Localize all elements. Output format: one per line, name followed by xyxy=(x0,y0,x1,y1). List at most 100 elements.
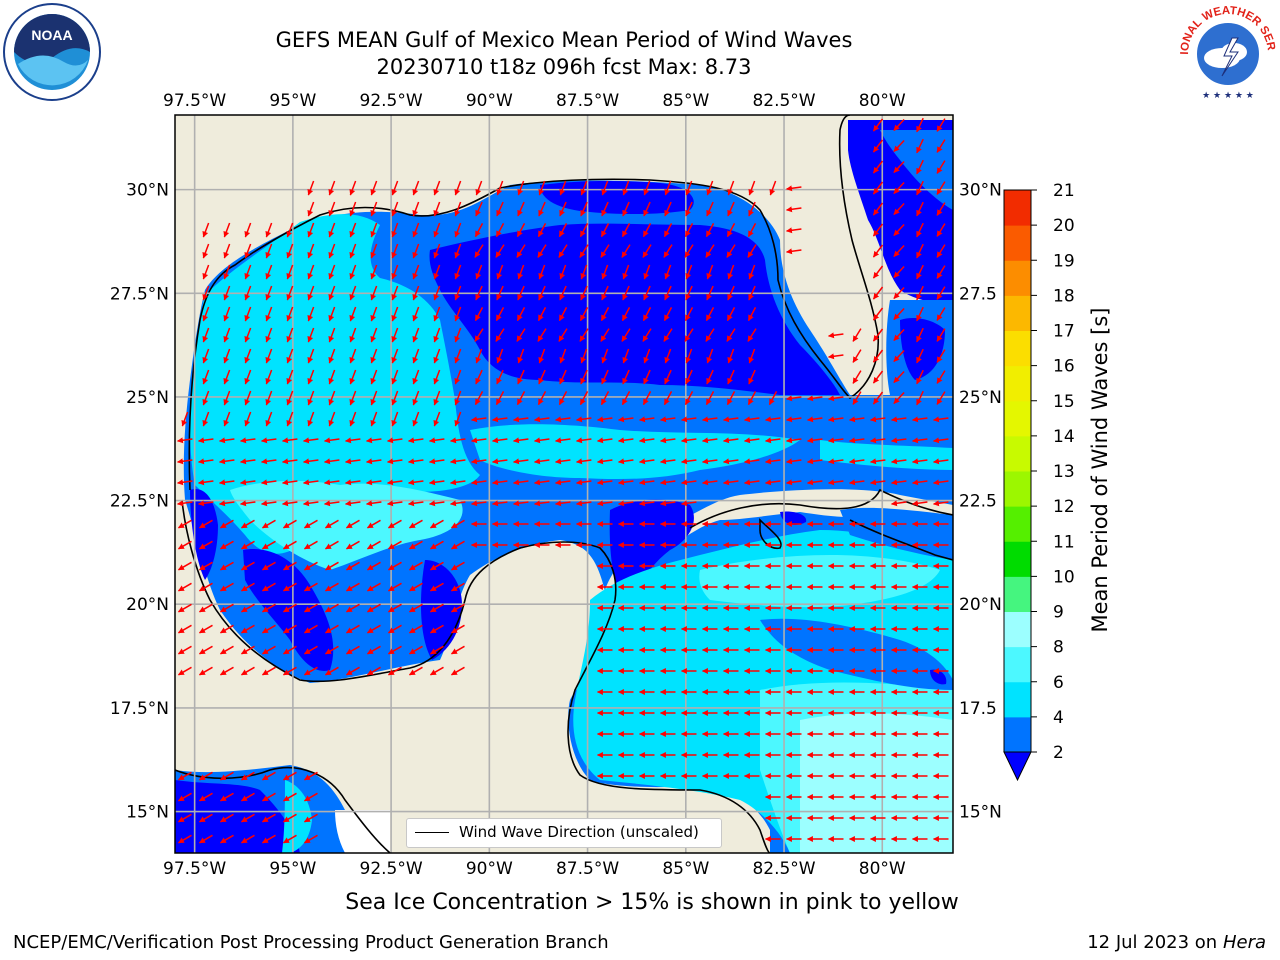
wave-direction-arrow xyxy=(324,603,339,613)
wave-direction-arrow xyxy=(559,369,567,385)
wave-direction-arrow xyxy=(433,243,441,259)
gridlines xyxy=(175,115,953,853)
wave-direction-arrow xyxy=(261,479,277,486)
wave-direction-arrow xyxy=(936,139,946,153)
wave-direction-arrow xyxy=(408,645,423,655)
colorbar-tick-label: 8 xyxy=(1053,638,1064,658)
lat-tick-label: 22.5°N xyxy=(110,492,169,512)
wave-direction-arrow xyxy=(639,500,655,507)
colorbar-tick-label: 4 xyxy=(1053,708,1064,728)
wave-direction-arrow xyxy=(893,160,905,174)
wave-direction-arrow xyxy=(303,624,318,634)
wave-direction-arrow xyxy=(219,813,234,823)
wave-direction-arrow xyxy=(366,500,382,507)
wave-direction-arrow xyxy=(303,479,319,486)
wave-direction-arrow xyxy=(936,391,946,405)
wave-direction-arrow xyxy=(324,645,339,655)
wave-direction-arrow xyxy=(370,390,378,406)
wave-direction-arrow xyxy=(286,264,294,280)
wave-direction-arrow xyxy=(387,540,402,550)
wave-direction-arrow xyxy=(349,369,357,385)
wave-direction-arrow xyxy=(537,307,547,322)
wave-direction-arrow xyxy=(219,792,234,802)
colorbar-segment xyxy=(1004,716,1031,753)
wave-direction-arrow xyxy=(786,458,802,465)
wave-direction-arrow xyxy=(600,307,610,322)
wave-direction-arrow xyxy=(429,603,444,613)
wave-direction-arrow xyxy=(454,348,462,364)
wave-direction-arrow xyxy=(600,328,610,342)
wave-direction-arrow xyxy=(181,411,189,427)
wave-direction-arrow xyxy=(328,390,336,406)
wave-direction-arrow xyxy=(807,458,823,465)
wave-direction-arrow xyxy=(807,416,823,423)
wave-direction-arrow xyxy=(240,771,255,781)
wave-direction-arrow xyxy=(433,180,441,196)
wave-direction-arrow xyxy=(471,500,487,507)
colorbar-segment xyxy=(1004,541,1031,577)
wave-direction-arrow xyxy=(408,561,423,571)
wave-direction-arrow xyxy=(391,243,399,259)
wave-direction-arrow xyxy=(345,458,361,465)
wave-direction-arrow xyxy=(517,348,525,364)
wave-direction-arrow xyxy=(622,348,630,364)
wave-direction-arrow xyxy=(537,244,547,258)
wave-direction-arrow xyxy=(391,411,399,427)
legend-line-swatch xyxy=(415,832,449,833)
wave-direction-arrow xyxy=(303,771,318,781)
wave-direction-arrow xyxy=(244,327,252,343)
wave-direction-arrow xyxy=(349,222,357,238)
wave-direction-arrow xyxy=(893,181,905,195)
wave-direction-arrow xyxy=(265,327,273,343)
wave-direction-arrow xyxy=(286,222,294,238)
wave-direction-arrow xyxy=(219,458,235,465)
wave-direction-arrow xyxy=(828,479,844,486)
wave-direction-arrow xyxy=(872,391,884,405)
wave-direction-arrow xyxy=(303,645,318,655)
wave-direction-arrow xyxy=(177,624,192,634)
wave-direction-arrow xyxy=(639,458,655,465)
wave-direction-arrow xyxy=(685,201,693,217)
wave-direction-arrow xyxy=(706,180,714,196)
wave-direction-arrow xyxy=(872,181,884,195)
wave-direction-arrow xyxy=(303,540,318,550)
lat-tick-label: 15°N xyxy=(959,803,1002,823)
wave-direction-arrow xyxy=(412,327,420,343)
colorbar-extend xyxy=(1003,751,1032,782)
wave-direction-arrow xyxy=(933,479,949,486)
wave-direction-arrow xyxy=(450,479,466,486)
wave-direction-arrow xyxy=(765,416,781,423)
wave-direction-arrow xyxy=(475,264,483,280)
wave-direction-arrow xyxy=(198,458,214,465)
wave-direction-arrow xyxy=(454,390,462,406)
wave-direction-arrow xyxy=(286,306,294,322)
wave-direction-arrow xyxy=(726,391,736,406)
wave-direction-arrow xyxy=(474,328,484,342)
wave-direction-arrow xyxy=(265,306,273,322)
wave-direction-arrow xyxy=(495,328,505,342)
wave-direction-arrow xyxy=(748,348,756,364)
wave-direction-arrow xyxy=(517,201,525,217)
wave-direction-arrow xyxy=(916,180,924,196)
wave-direction-arrow xyxy=(370,411,378,427)
wave-direction-arrow xyxy=(303,792,318,802)
lon-tick-label: 97.5°W xyxy=(163,91,226,111)
wave-direction-arrow xyxy=(307,390,315,406)
wave-direction-arrow xyxy=(429,540,444,550)
wave-direction-arrow xyxy=(912,500,928,507)
wave-direction-arrow xyxy=(579,328,589,342)
wave-direction-arrow xyxy=(684,307,694,322)
wave-direction-arrow xyxy=(177,458,193,465)
wave-direction-arrow xyxy=(828,395,844,402)
wave-direction-arrow xyxy=(328,411,336,427)
wave-direction-arrow xyxy=(223,264,231,280)
wave-direction-arrow xyxy=(916,306,924,322)
wave-direction-arrow xyxy=(240,624,255,634)
colorbar-segment xyxy=(1004,400,1031,437)
wave-direction-arrow xyxy=(433,264,441,280)
wave-direction-arrow xyxy=(702,458,718,465)
wave-direction-arrow xyxy=(705,223,715,238)
wave-direction-arrow xyxy=(223,411,231,427)
lon-tick-label: 80°W xyxy=(859,91,906,111)
lon-tick-label: 90°W xyxy=(466,859,513,879)
